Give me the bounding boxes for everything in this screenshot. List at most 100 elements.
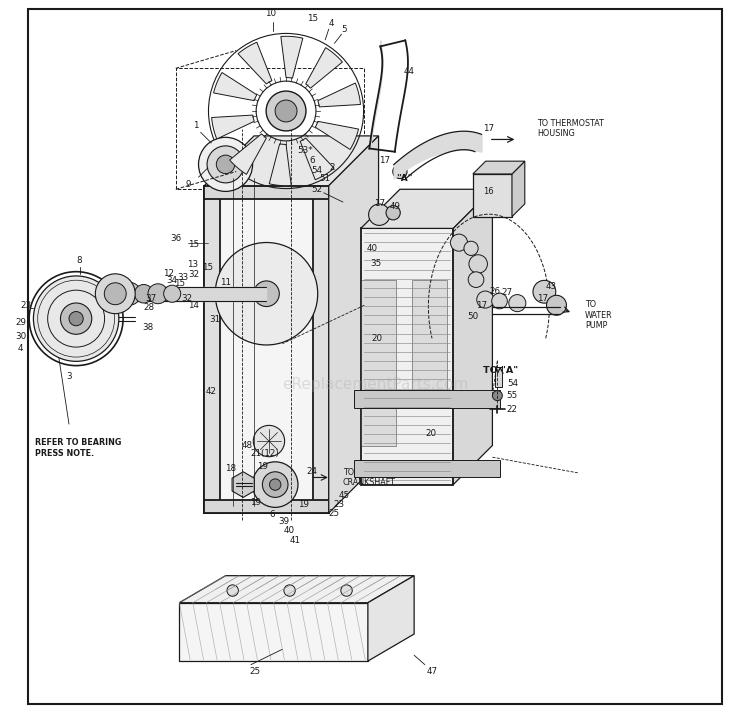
- Text: 41: 41: [290, 535, 301, 545]
- Circle shape: [134, 284, 153, 303]
- Polygon shape: [318, 83, 361, 107]
- Circle shape: [148, 284, 168, 304]
- Bar: [494, 367, 502, 387]
- Text: 17: 17: [483, 124, 494, 133]
- Circle shape: [34, 276, 118, 361]
- Polygon shape: [179, 575, 414, 602]
- Text: 27: 27: [502, 288, 513, 297]
- Text: 55: 55: [507, 391, 518, 400]
- Circle shape: [227, 585, 238, 596]
- Text: 19: 19: [298, 500, 309, 509]
- Text: 32: 32: [188, 270, 199, 279]
- Circle shape: [368, 204, 390, 225]
- Polygon shape: [214, 73, 256, 101]
- Text: 13: 13: [187, 260, 198, 269]
- Text: 17: 17: [374, 199, 385, 207]
- Text: 30: 30: [15, 332, 26, 341]
- Polygon shape: [232, 472, 254, 498]
- Text: 8: 8: [76, 256, 82, 265]
- Text: 49: 49: [389, 202, 400, 211]
- Polygon shape: [238, 42, 272, 84]
- Polygon shape: [300, 138, 334, 180]
- Text: 11: 11: [220, 278, 231, 287]
- Text: 29: 29: [15, 318, 26, 327]
- Polygon shape: [472, 161, 525, 174]
- Circle shape: [266, 91, 306, 131]
- Circle shape: [509, 294, 526, 312]
- Text: 4: 4: [328, 19, 334, 28]
- Circle shape: [216, 155, 235, 174]
- Text: 46: 46: [62, 307, 73, 316]
- Bar: [204, 501, 328, 513]
- Bar: [472, 174, 512, 217]
- Text: 10: 10: [265, 9, 276, 18]
- Text: 20: 20: [426, 429, 436, 438]
- Text: TO
CRANKSHAFT: TO CRANKSHAFT: [343, 468, 396, 487]
- Text: 6: 6: [310, 156, 315, 165]
- Circle shape: [69, 312, 83, 326]
- Text: 54: 54: [507, 379, 518, 388]
- Text: 5: 5: [341, 25, 347, 34]
- Circle shape: [215, 242, 318, 345]
- Bar: [313, 185, 328, 513]
- Circle shape: [477, 291, 494, 308]
- Polygon shape: [328, 136, 379, 513]
- Text: 48: 48: [242, 441, 252, 450]
- Text: 15: 15: [308, 14, 319, 23]
- Text: 25: 25: [328, 508, 339, 518]
- Circle shape: [104, 283, 126, 304]
- Polygon shape: [453, 189, 493, 485]
- Text: 21(12): 21(12): [250, 448, 279, 458]
- Text: 35: 35: [370, 259, 382, 267]
- Text: 23: 23: [333, 500, 344, 509]
- Circle shape: [451, 234, 467, 251]
- Circle shape: [253, 462, 298, 508]
- Text: 17: 17: [379, 156, 390, 165]
- Polygon shape: [204, 136, 379, 185]
- Circle shape: [207, 146, 244, 183]
- Text: 24: 24: [307, 467, 318, 476]
- Text: 37: 37: [146, 294, 157, 303]
- Bar: [412, 279, 447, 408]
- Text: 15: 15: [202, 263, 213, 272]
- Text: 53*: 53*: [298, 145, 314, 155]
- Text: 31: 31: [209, 315, 220, 324]
- Text: 3: 3: [66, 372, 72, 381]
- Text: 25: 25: [249, 667, 260, 676]
- Circle shape: [533, 280, 556, 303]
- Text: 52: 52: [311, 185, 322, 194]
- Text: 19: 19: [257, 462, 268, 471]
- Bar: [361, 228, 453, 485]
- Text: 40: 40: [284, 526, 295, 535]
- Text: TO
WATER
PUMP: TO WATER PUMP: [585, 300, 613, 330]
- Text: 14: 14: [188, 301, 199, 309]
- Bar: [354, 390, 500, 408]
- Polygon shape: [512, 161, 525, 217]
- Text: 43: 43: [546, 282, 557, 292]
- Text: 54: 54: [311, 166, 322, 175]
- Text: 15: 15: [188, 240, 199, 249]
- Circle shape: [61, 303, 92, 334]
- Text: 22: 22: [507, 406, 518, 414]
- Text: 17: 17: [476, 301, 488, 309]
- Bar: [204, 185, 328, 513]
- Circle shape: [199, 138, 253, 191]
- Text: 16: 16: [483, 188, 494, 196]
- Circle shape: [464, 241, 478, 255]
- Circle shape: [254, 281, 279, 307]
- Circle shape: [468, 272, 484, 287]
- Text: 15: 15: [174, 279, 184, 287]
- Circle shape: [284, 585, 296, 596]
- Circle shape: [254, 426, 285, 457]
- Text: 26: 26: [489, 287, 500, 295]
- Text: 23: 23: [21, 302, 32, 310]
- Text: "A": "A": [396, 174, 412, 183]
- Bar: [354, 460, 500, 478]
- Text: 32: 32: [181, 294, 192, 303]
- Bar: [361, 279, 396, 446]
- Text: 12: 12: [164, 270, 174, 278]
- Text: 42: 42: [206, 387, 217, 396]
- Text: 34: 34: [166, 276, 178, 285]
- Text: 4: 4: [18, 344, 23, 353]
- Text: 39: 39: [278, 517, 290, 526]
